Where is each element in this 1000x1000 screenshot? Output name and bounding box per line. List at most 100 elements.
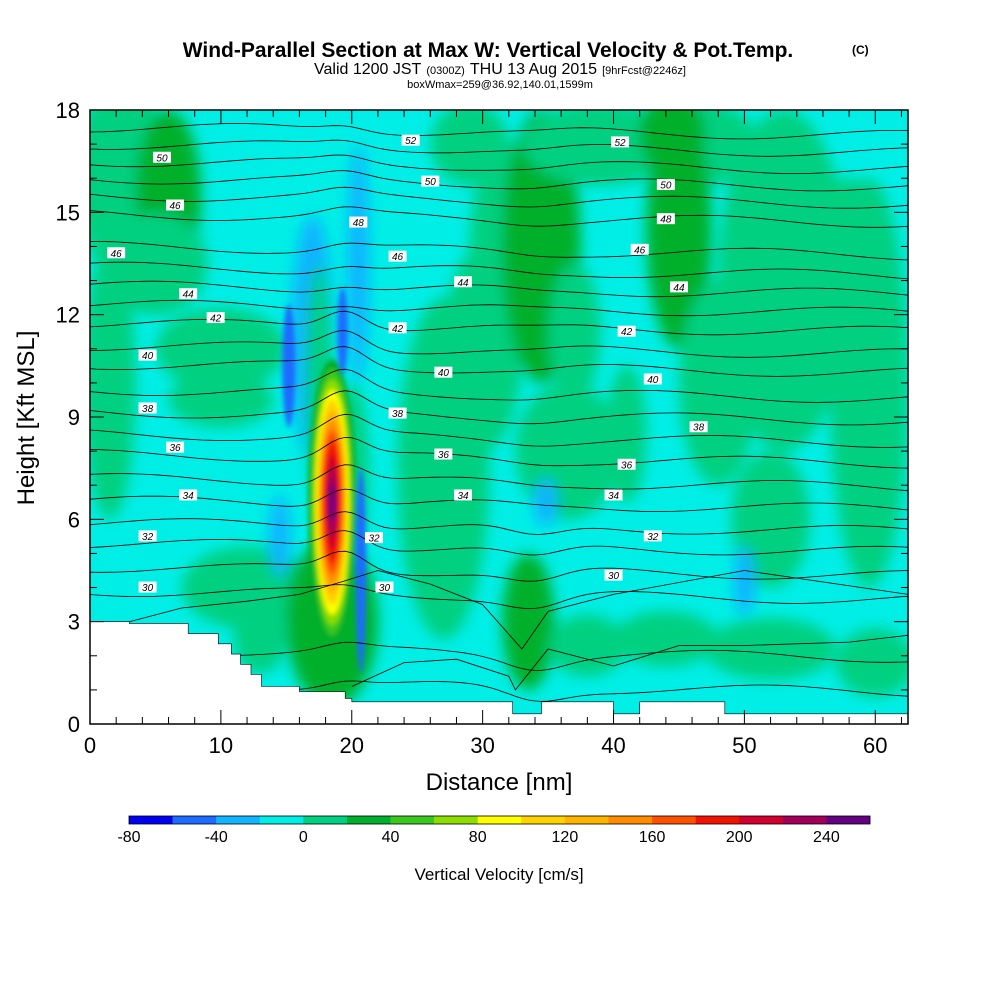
- theta-contours: [90, 123, 908, 702]
- boxwmax-label: boxWmax=259@36.92,140.01,1599m: [407, 79, 593, 91]
- theta-label-box: [643, 530, 662, 542]
- theta-label-box: [617, 325, 636, 337]
- theta-label: 52: [401, 134, 420, 147]
- theta-label-box: [454, 276, 473, 288]
- colorbar-swatch: [172, 816, 217, 824]
- y-tick-label: 12: [56, 303, 80, 328]
- velocity-region: [337, 287, 348, 377]
- colorbar-swatch: [652, 816, 696, 824]
- theta-label: 42: [206, 312, 225, 325]
- theta-label: 38: [138, 402, 157, 415]
- velocity-region: [606, 365, 647, 503]
- x-tick-label: 50: [732, 733, 756, 758]
- theta-label-box: [138, 402, 157, 414]
- velocity-region: [718, 110, 850, 452]
- theta-contour-line: [90, 488, 908, 512]
- theta-label-text: 46: [111, 249, 123, 260]
- copyright-mark: (C): [852, 43, 869, 57]
- theta-label-box: [375, 581, 394, 593]
- theta-contour-line: [90, 186, 908, 209]
- theta-label: 36: [434, 448, 453, 461]
- theta-label: 50: [656, 179, 675, 192]
- theta-label: 44: [179, 288, 198, 301]
- theta-label-text: 30: [379, 583, 391, 594]
- colorbar-frame: [128, 815, 871, 825]
- theta-label-box: [138, 581, 157, 593]
- theta-contour-line: [90, 299, 908, 317]
- velocity-region: [639, 110, 706, 175]
- y-tick-label: 6: [68, 507, 80, 532]
- y-tick-label: 9: [68, 405, 80, 430]
- colorbar-tick-label: 80: [469, 829, 487, 846]
- theta-label-box: [604, 489, 623, 501]
- x-tick-label: 30: [470, 733, 494, 758]
- theta-label-text: 52: [615, 138, 627, 149]
- theta-contour-line: [90, 280, 908, 298]
- theta-label: 50: [421, 175, 440, 188]
- valid-utc: (0300Z): [426, 65, 465, 77]
- colorbar-swatch: [259, 816, 304, 824]
- theta-label: 48: [656, 213, 675, 226]
- velocity-region: [233, 604, 287, 673]
- colorbar-swatch: [521, 816, 566, 824]
- theta-label: 44: [454, 276, 473, 289]
- theta-label-box: [152, 151, 171, 163]
- theta-label-box: [166, 199, 185, 211]
- theta-label-box: [421, 175, 440, 187]
- theta-label-box: [656, 213, 675, 225]
- theta-label-text: 46: [392, 252, 404, 263]
- theta-label-box: [206, 312, 225, 324]
- colorbar-tick-label: 40: [382, 829, 400, 846]
- theta-label-box: [611, 136, 630, 148]
- velocity-region: [733, 546, 755, 615]
- theta-label: 42: [388, 322, 407, 335]
- theta-label-text: 34: [183, 491, 195, 502]
- theta-label: 32: [365, 532, 384, 545]
- theta-label-text: 48: [660, 215, 672, 226]
- theta-contour-line: [129, 570, 908, 650]
- theta-contour-line: [90, 170, 908, 192]
- theta-label-text: 30: [608, 571, 620, 582]
- y-tick-label: 3: [68, 610, 80, 635]
- theta-label-text: 40: [647, 375, 659, 386]
- theta-contour-line: [90, 139, 908, 157]
- velocity-fill-soft: [90, 110, 908, 707]
- theta-label-text: 50: [425, 177, 437, 188]
- chart-title-text: Wind-Parallel Section at Max W: Vertical…: [183, 39, 794, 62]
- colorbar-swatch: [826, 816, 871, 824]
- velocity-region: [168, 372, 274, 428]
- y-axis-label: Height [Kft MSL]: [13, 331, 40, 506]
- colorbar-tick-label: 120: [552, 829, 579, 846]
- velocity-region: [533, 478, 558, 527]
- theta-label-text: 50: [156, 153, 168, 164]
- theta-label: 46: [630, 243, 649, 256]
- theta-label-box: [454, 489, 473, 501]
- velocity-region: [430, 110, 509, 186]
- theta-label-text: 32: [647, 532, 659, 543]
- theta-label-text: 32: [368, 534, 380, 545]
- theta-contour-line: [90, 154, 908, 174]
- theta-label-text: 38: [693, 423, 705, 434]
- theta-contour-line: [90, 206, 908, 228]
- theta-label-text: 36: [438, 450, 450, 461]
- theta-label-text: 46: [634, 245, 646, 256]
- colorbar: -80 -40 0 40 80 120 160 200 240: [117, 815, 871, 846]
- colorbar-tick-label: 240: [813, 829, 840, 846]
- theta-label-box: [107, 247, 126, 259]
- forecast-label: [9hrFcst@2246z]: [602, 65, 686, 77]
- colorbar-tick-label: 0: [299, 829, 308, 846]
- x-tick-label: 10: [209, 733, 233, 758]
- colorbar-swatch: [564, 816, 609, 824]
- theta-label-box: [656, 179, 675, 191]
- theta-label-box: [604, 569, 623, 581]
- y-tick-label: 0: [68, 712, 80, 737]
- theta-label: 32: [138, 530, 157, 543]
- theta-label-text: 34: [457, 491, 469, 502]
- theta-label-box: [643, 373, 662, 385]
- x-axis-label: Distance [nm]: [426, 769, 573, 796]
- colorbar-swatch: [608, 816, 653, 824]
- theta-contour-line: [90, 511, 908, 535]
- theta-label-text: 42: [621, 327, 633, 338]
- velocity-region: [155, 307, 287, 390]
